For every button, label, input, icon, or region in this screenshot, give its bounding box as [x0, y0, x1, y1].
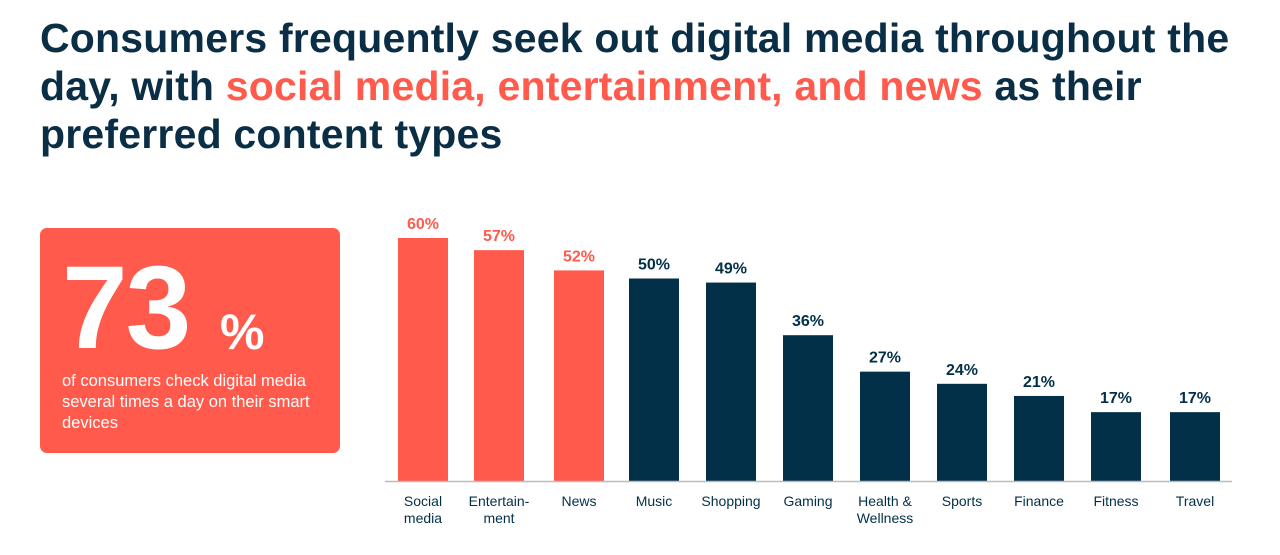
category-label: Shopping [701, 493, 760, 509]
data-label: 60% [407, 216, 439, 233]
title-highlight: social media, entertainment, and news [225, 63, 983, 109]
data-label: 52% [563, 248, 595, 265]
category-label: Health & [858, 493, 912, 509]
stat-value: 73 [62, 242, 191, 374]
bar [783, 335, 833, 481]
category-label: Social [404, 493, 442, 509]
category-label: Fitness [1093, 493, 1138, 509]
bar [629, 278, 679, 481]
bar [937, 383, 987, 481]
bar [1091, 412, 1141, 481]
stat-description: of consumers check digital media several… [62, 372, 310, 432]
data-label: 50% [638, 257, 670, 274]
category-label: Entertain- [469, 493, 530, 509]
category-label: ment [483, 510, 514, 526]
category-label: News [561, 493, 596, 509]
data-label: 17% [1179, 390, 1211, 407]
category-label: Sports [942, 493, 982, 509]
category-label: Gaming [783, 493, 832, 509]
category-label: Music [636, 493, 673, 509]
bar [554, 270, 604, 481]
data-label: 36% [792, 313, 824, 330]
data-label: 49% [715, 261, 747, 278]
category-label: Travel [1176, 493, 1214, 509]
bar [706, 282, 756, 481]
title-text-end: as their preferred content types [40, 63, 1142, 157]
page-title: Consumers frequently seek out digital me… [40, 14, 1240, 158]
bar [860, 371, 910, 481]
category-label: media [404, 510, 442, 526]
stat-unit: % [220, 304, 265, 360]
data-label: 57% [483, 228, 515, 245]
data-label: 24% [946, 362, 978, 379]
bar [1014, 395, 1064, 481]
bar [1170, 412, 1220, 481]
data-label: 21% [1023, 374, 1055, 391]
title-text: Consumers frequently seek out digital me… [40, 15, 1230, 109]
bar [474, 250, 524, 481]
category-label: Wellness [857, 510, 914, 526]
bar [398, 238, 448, 481]
data-label: 27% [869, 350, 901, 367]
stat-callout: 73 % of consumers check digital media se… [40, 228, 340, 453]
data-label: 17% [1100, 390, 1132, 407]
category-label: Finance [1014, 493, 1064, 509]
